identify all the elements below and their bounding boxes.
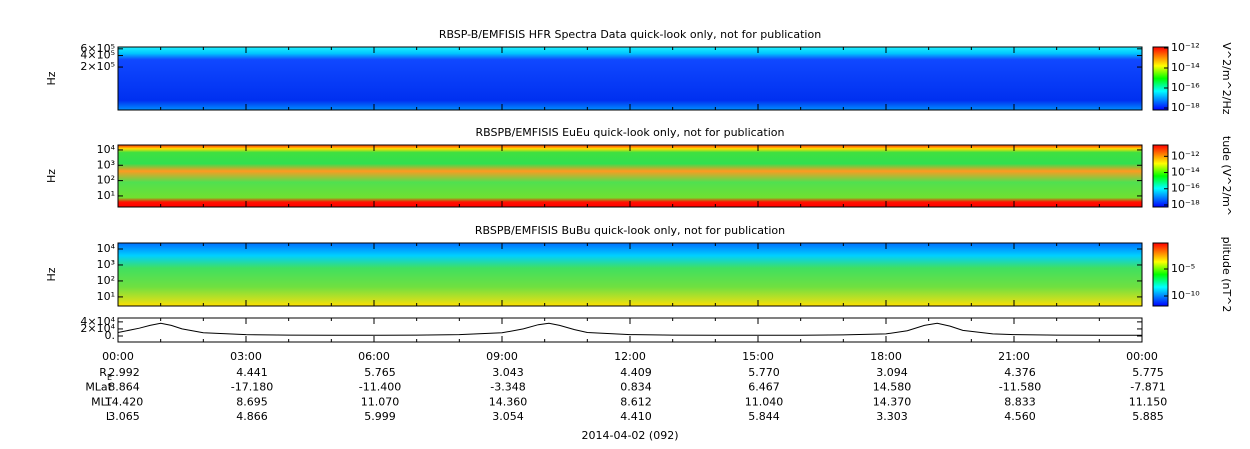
- colorbar-label: plitude (nT^2: [1220, 237, 1233, 313]
- row-label: MLat: [85, 381, 112, 394]
- colorbar: [1152, 46, 1169, 111]
- line-series: [117, 322, 1142, 336]
- y-tick-label: 10³: [97, 258, 115, 271]
- ephemeris-value: 8.833: [1004, 395, 1036, 408]
- colorbar-tick-label: 10⁻¹⁰: [1171, 289, 1200, 302]
- x-tick-label: 09:00: [486, 350, 518, 363]
- x-tick-label: 12:00: [614, 350, 646, 363]
- ephemeris-value: 3.043: [492, 366, 524, 379]
- y-axis-label: Hz: [45, 71, 58, 85]
- ephemeris-value: 0.834: [620, 381, 652, 394]
- colorbar: [1152, 144, 1169, 208]
- y-tick-label: 10⁴: [97, 242, 116, 255]
- ephemeris-value: 8.695: [236, 395, 268, 408]
- x-tick-label: 21:00: [998, 350, 1030, 363]
- panel-title: RBSPB/EMFISIS BuBu quick-look only, not …: [475, 224, 785, 237]
- ephemeris-value: 4.441: [236, 366, 268, 379]
- y-tick-label: 2×10⁵: [80, 60, 115, 73]
- ephemeris-value: 3.065: [108, 410, 140, 423]
- row-label-main: R: [99, 366, 107, 379]
- colorbar-label: V^2/m^2/Hz: [1220, 42, 1233, 114]
- x-tick-label: 06:00: [358, 350, 390, 363]
- panel-title: RBSP-B/EMFISIS HFR Spectra Data quick-lo…: [439, 28, 821, 41]
- date-label: 2014-04-02 (092): [581, 429, 678, 442]
- x-tick-label: 00:00: [1126, 350, 1158, 363]
- ephemeris-value: 5.999: [364, 410, 396, 423]
- ephemeris-value: 4.376: [1004, 366, 1036, 379]
- spectrogram: [118, 243, 1142, 306]
- row-label: L: [106, 410, 113, 423]
- ephemeris-value: 3.094: [876, 366, 908, 379]
- ephemeris-value: 3.054: [492, 410, 524, 423]
- ephemeris-value: -11.400: [359, 381, 401, 394]
- ephemeris-value: -7.871: [1130, 381, 1165, 394]
- spectrogram: [118, 145, 1142, 207]
- x-tick-label: 00:00: [102, 350, 134, 363]
- x-tick-label: 18:00: [870, 350, 902, 363]
- ephemeris-value: 6.467: [748, 381, 780, 394]
- y-tick-label: 4×10⁵: [80, 49, 115, 62]
- ephemeris-value: 5.844: [748, 410, 780, 423]
- ephemeris-value: 11.070: [361, 395, 400, 408]
- row-label-main: L: [106, 410, 113, 423]
- y-tick-label: 4×10⁴: [80, 315, 115, 328]
- row-label: MLT: [91, 395, 112, 408]
- ephemeris-value: 2.992: [108, 366, 140, 379]
- y-tick-label: 10³: [97, 158, 115, 171]
- ephemeris-value: 5.770: [748, 366, 780, 379]
- ephemeris-value: 5.885: [1132, 410, 1164, 423]
- y-tick-label: 0.: [105, 329, 116, 342]
- y-axis-label: Hz: [45, 267, 58, 281]
- ephemeris-value: 4.866: [236, 410, 268, 423]
- ephemeris-value: 14.360: [489, 395, 528, 408]
- colorbar-tick-label: 10⁻¹⁴: [1171, 166, 1200, 179]
- colorbar-tick-label: 10⁻⁵: [1171, 262, 1195, 275]
- y-tick-label: 2×10⁴: [80, 322, 115, 335]
- colorbar-tick-label: 10⁻¹⁸: [1171, 198, 1200, 211]
- ephemeris-value: -3.348: [490, 381, 525, 394]
- ephemeris-value: 14.420: [105, 395, 144, 408]
- ephemeris-value: 8.864: [108, 381, 140, 394]
- ephemeris-value: 4.409: [620, 366, 652, 379]
- ephemeris-value: 3.303: [876, 410, 908, 423]
- y-tick-label: 10¹: [97, 290, 115, 303]
- colorbar-tick-label: 10⁻¹⁴: [1171, 61, 1200, 74]
- spectrogram: [118, 47, 1142, 110]
- ephemeris-value: 5.765: [364, 366, 396, 379]
- colorbar-tick-label: 10⁻¹²: [1171, 41, 1200, 54]
- colorbar-label: tude (V^2/m^: [1220, 136, 1233, 216]
- row-label-main: MLT: [91, 395, 112, 408]
- colorbar-tick-label: 10⁻¹⁸: [1171, 101, 1200, 114]
- ephemeris-value: 14.580: [873, 381, 912, 394]
- y-tick-label: 6×10⁵: [80, 42, 115, 55]
- row-label-sub: E: [107, 373, 112, 382]
- colorbar: [1152, 242, 1169, 307]
- ephemeris-value: -11.580: [999, 381, 1041, 394]
- ephemeris-value: 14.370: [873, 395, 912, 408]
- y-tick-label: 10²: [97, 174, 115, 187]
- ephemeris-value: -17.180: [231, 381, 273, 394]
- panel-title: RBSPB/EMFISIS EuEu quick-look only, not …: [475, 126, 784, 139]
- colorbar-tick-label: 10⁻¹²: [1171, 149, 1200, 162]
- y-tick-label: 10¹: [97, 189, 115, 202]
- ephemeris-value: 11.150: [1129, 395, 1168, 408]
- ephemeris-value: 5.775: [1132, 366, 1164, 379]
- colorbar-tick-label: 10⁻¹⁶: [1171, 182, 1200, 195]
- x-tick-label: 03:00: [230, 350, 262, 363]
- x-tick-label: 15:00: [742, 350, 774, 363]
- y-tick-label: 10²: [97, 274, 115, 287]
- ephemeris-value: 4.410: [620, 410, 652, 423]
- ephemeris-value: 8.612: [620, 395, 652, 408]
- row-label: RE: [99, 366, 112, 382]
- ephemeris-value: 4.560: [1004, 410, 1036, 423]
- y-axis-label: Hz: [45, 169, 58, 183]
- colorbar-tick-label: 10⁻¹⁶: [1171, 81, 1200, 94]
- row-label-main: MLat: [85, 381, 112, 394]
- y-tick-label: 10⁴: [97, 143, 116, 156]
- ephemeris-value: 11.040: [745, 395, 784, 408]
